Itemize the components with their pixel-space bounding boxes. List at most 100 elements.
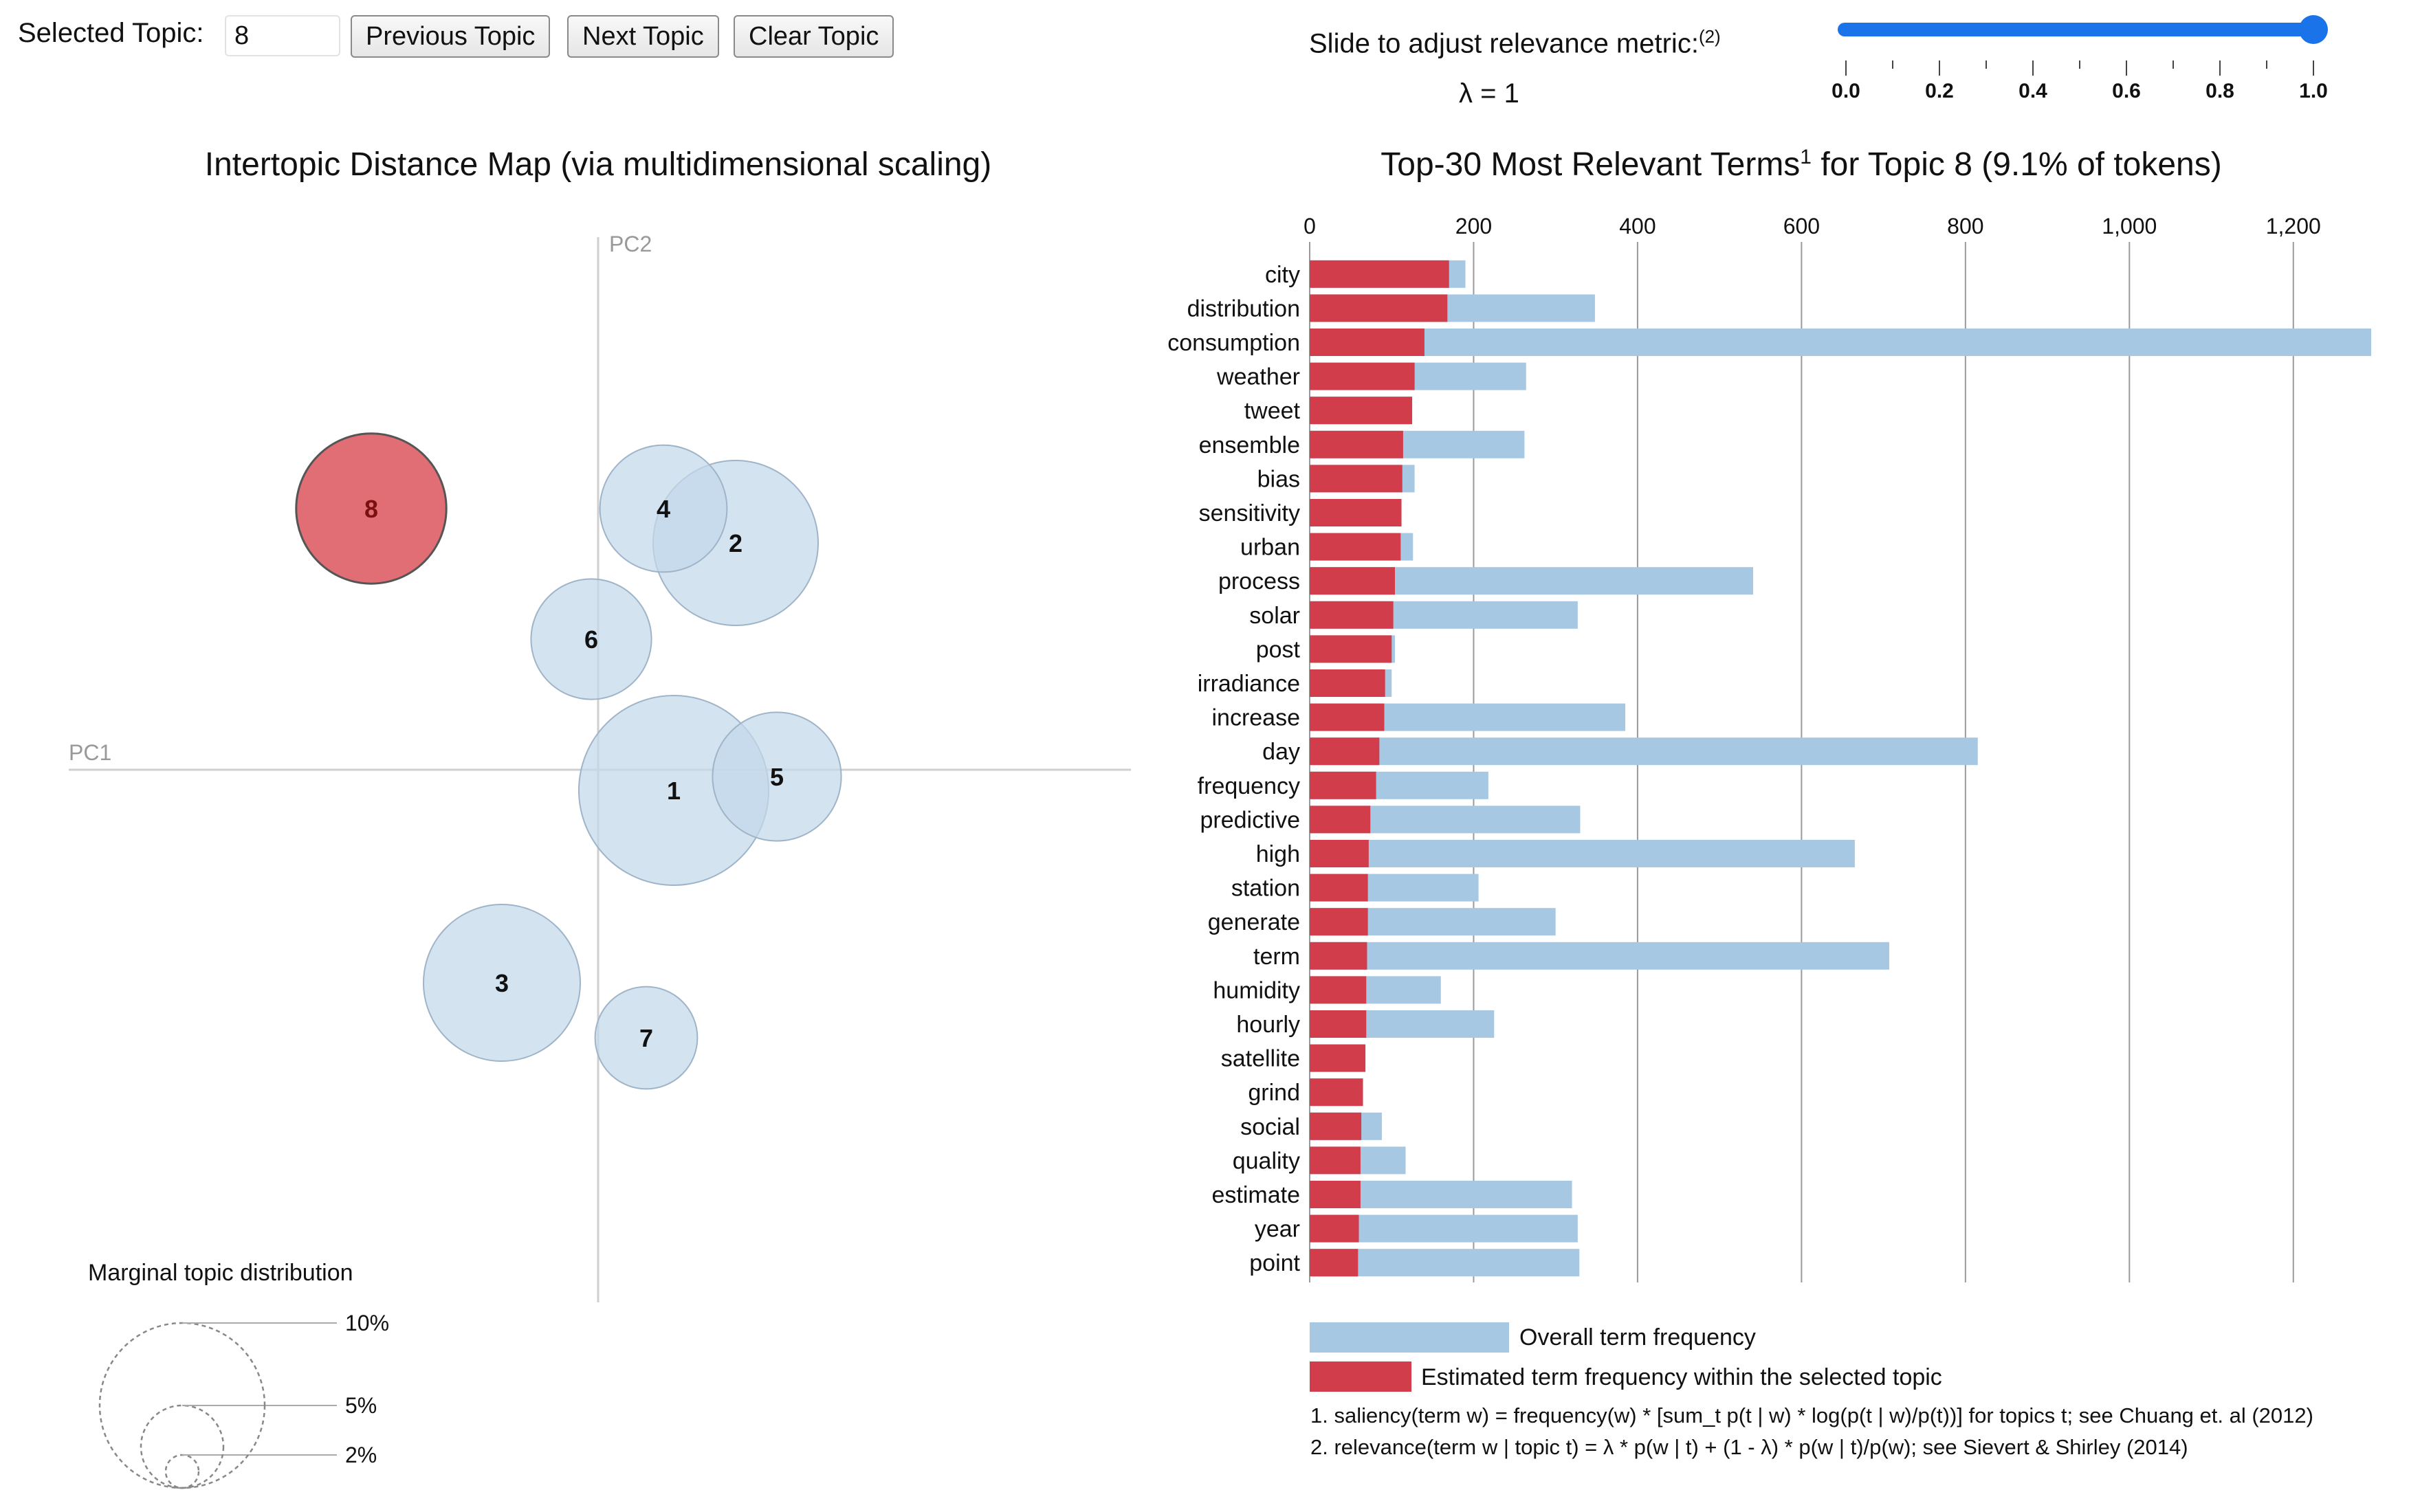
topic-bar[interactable] xyxy=(1310,840,1369,867)
topic-bar[interactable] xyxy=(1310,567,1395,595)
term-label: generate xyxy=(1208,909,1300,935)
relevance-note: 2. relevance(term w | topic t) = λ * p(w… xyxy=(1310,1435,2188,1459)
topic-bar[interactable] xyxy=(1310,1214,1359,1243)
slider-handle[interactable] xyxy=(2299,15,2328,44)
overall-bar[interactable] xyxy=(1310,737,1978,766)
topic-bar[interactable] xyxy=(1310,976,1367,1004)
topic-bubble-3[interactable] xyxy=(423,904,581,1062)
term-label: city xyxy=(1265,262,1300,288)
slider-track[interactable] xyxy=(1838,23,2322,36)
term-label: grind xyxy=(1248,1080,1300,1106)
term-label: sensitivity xyxy=(1199,500,1300,526)
topic-bubble-5[interactable] xyxy=(712,711,842,842)
legend-overall-label: Overall term frequency xyxy=(1519,1324,1756,1350)
topic-label-1: 1 xyxy=(667,777,681,805)
slider-tick-label: 0.8 xyxy=(2206,80,2234,102)
marginal-title: Marginal topic distribution xyxy=(88,1260,353,1286)
topic-bar[interactable] xyxy=(1310,294,1448,322)
topic-bubble-4[interactable] xyxy=(599,444,728,573)
term-label: satellite xyxy=(1221,1046,1300,1072)
topic-bar[interactable] xyxy=(1310,771,1376,799)
previous-topic-button[interactable]: Previous Topic xyxy=(351,15,551,58)
overall-bar[interactable] xyxy=(1310,329,2372,356)
topic-bar[interactable] xyxy=(1310,942,1367,970)
topic-bar[interactable] xyxy=(1310,430,1403,458)
topic-bar[interactable] xyxy=(1310,703,1385,731)
relevance-slider[interactable]: 0.0 0.2 0.4 0.6 0.8 1.0 xyxy=(1815,0,2379,117)
topic-bar[interactable] xyxy=(1310,465,1402,493)
topic-bar[interactable] xyxy=(1310,1181,1361,1208)
topic-label-4: 4 xyxy=(657,495,670,523)
intertopic-distance-map: PC1 PC2 1 2 3 4 5 6 7 8 2% 5% 10% xyxy=(69,232,1131,1489)
term-label: high xyxy=(1256,841,1300,867)
topic-bar[interactable] xyxy=(1310,1010,1367,1038)
marginal-label: 10% xyxy=(345,1311,389,1335)
term-label: day xyxy=(1262,739,1300,765)
marginal-circle xyxy=(140,1404,225,1489)
clear-topic-button[interactable]: Clear Topic xyxy=(734,15,894,58)
term-label: humidity xyxy=(1213,977,1300,1003)
slider-tick-label: 1.0 xyxy=(2299,80,2328,102)
topic-bar[interactable] xyxy=(1310,635,1392,663)
term-label: ensemble xyxy=(1199,432,1300,458)
term-label: point xyxy=(1249,1250,1300,1276)
topic-label-3: 3 xyxy=(495,969,509,997)
term-label: estimate xyxy=(1212,1182,1301,1208)
marginal-label: 2% xyxy=(345,1443,377,1467)
legend-overall-swatch xyxy=(1310,1322,1509,1353)
bars-title-rest: for Topic 8 (9.1% of tokens) xyxy=(1811,146,2222,183)
topic-bar[interactable] xyxy=(1310,329,1424,356)
topic-bar[interactable] xyxy=(1310,1112,1362,1140)
marginal-circle xyxy=(164,1454,200,1489)
topic-bubble-8[interactable] xyxy=(295,432,448,585)
topic-bar[interactable] xyxy=(1310,601,1394,629)
topic-bar[interactable] xyxy=(1310,874,1368,902)
bars-title-sup: 1 xyxy=(1800,146,1812,168)
term-label: frequency xyxy=(1198,773,1300,799)
slider-label: Slide to adjust relevance metric:(2) xyxy=(1309,26,1721,59)
relevant-terms-chart: 0 200 400 600 800 1,000 1,200 city distribution c… xyxy=(1167,214,2372,1392)
topic-bar[interactable] xyxy=(1310,737,1380,766)
topic-bar[interactable] xyxy=(1310,669,1385,697)
slider-tick-label: 0.0 xyxy=(1832,80,1860,102)
slider-tick-label: 0.2 xyxy=(1925,80,1954,102)
term-label: station xyxy=(1231,876,1300,902)
marginal-label: 5% xyxy=(345,1393,377,1418)
topic-bar[interactable] xyxy=(1310,1078,1363,1107)
pc2-label: PC2 xyxy=(609,232,652,256)
legend-topic-swatch xyxy=(1310,1361,1411,1392)
selected-topic-label: Selected Topic: xyxy=(18,18,204,48)
overall-bar[interactable] xyxy=(1310,942,1889,970)
overall-bar[interactable] xyxy=(1310,840,1855,867)
term-label: distribution xyxy=(1187,296,1300,322)
topic-bar[interactable] xyxy=(1310,533,1401,561)
legend-topic-label: Estimated term frequency within the sele… xyxy=(1421,1364,1942,1390)
lambda-value: λ = 1 xyxy=(1459,78,1519,109)
bars-title-main: Top-30 Most Relevant Terms xyxy=(1380,146,1801,183)
topic-bar[interactable] xyxy=(1310,362,1415,390)
x-tick-label: 800 xyxy=(1947,214,1983,238)
term-label: tweet xyxy=(1244,398,1301,424)
topic-bar[interactable] xyxy=(1310,805,1371,834)
pc1-label: PC1 xyxy=(69,740,111,765)
topic-bar[interactable] xyxy=(1310,499,1402,526)
topic-bar[interactable] xyxy=(1310,1044,1366,1072)
topic-bar[interactable] xyxy=(1310,397,1413,425)
term-label: consumption xyxy=(1167,330,1300,356)
topic-bar[interactable] xyxy=(1310,1146,1361,1175)
term-label: solar xyxy=(1249,603,1300,629)
slider-tick-label: 0.4 xyxy=(2018,80,2047,102)
topic-bubble-6[interactable] xyxy=(530,578,652,700)
next-topic-button[interactable]: Next Topic xyxy=(567,15,719,58)
selected-topic-input[interactable] xyxy=(225,15,340,56)
term-label: urban xyxy=(1240,535,1300,561)
topic-bar[interactable] xyxy=(1310,1249,1358,1277)
topic-bar[interactable] xyxy=(1310,908,1368,936)
term-label: irradiance xyxy=(1198,671,1300,697)
topic-bubble-7[interactable] xyxy=(594,986,698,1090)
x-tick-label: 600 xyxy=(1783,214,1820,238)
topic-bar[interactable] xyxy=(1310,260,1449,288)
term-label: quality xyxy=(1233,1148,1300,1174)
topic-controls: Selected Topic: Previous Topic Next Topi… xyxy=(0,0,962,76)
term-label: predictive xyxy=(1200,807,1300,833)
